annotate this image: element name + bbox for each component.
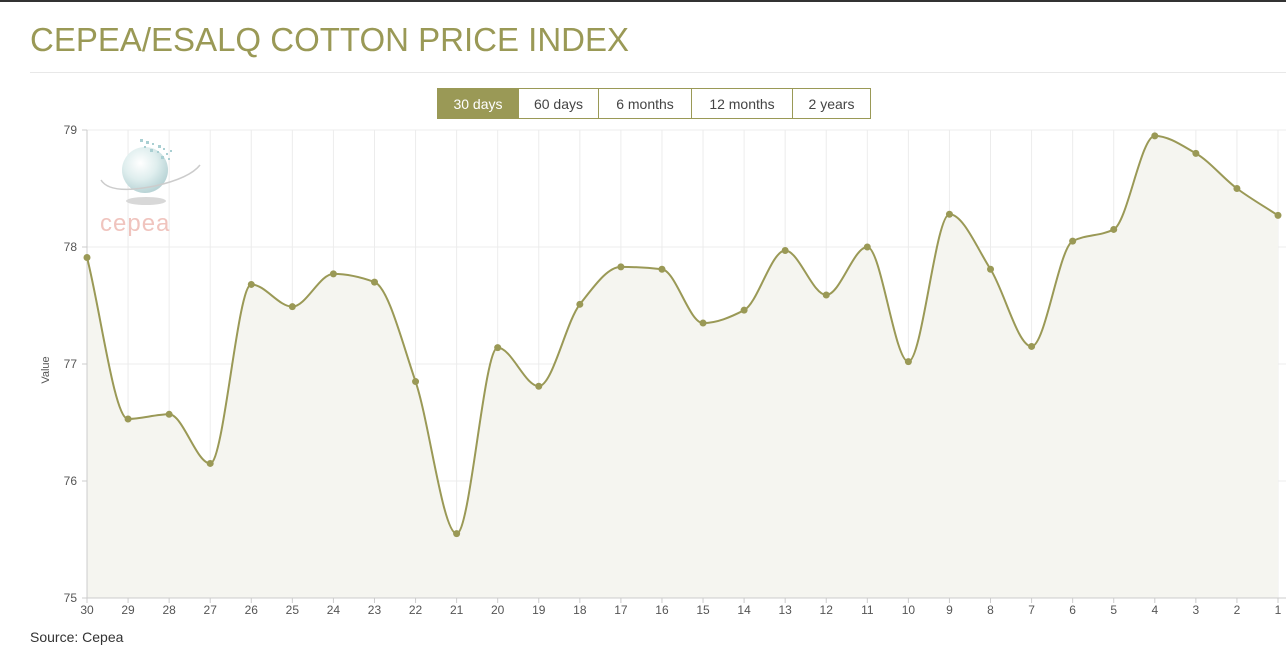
data-point: [987, 265, 995, 273]
data-point: [1233, 185, 1241, 192]
x-tick-label: 18: [573, 603, 587, 617]
y-tick-label: 77: [64, 357, 78, 371]
data-point: [576, 300, 584, 308]
data-point: [904, 358, 912, 366]
data-point: [83, 254, 91, 262]
globe-icon: [122, 147, 168, 193]
logo-orbit-icon: [100, 164, 201, 191]
source-note: Source: Cepea: [30, 629, 124, 645]
data-point: [370, 278, 378, 286]
data-point: [1069, 237, 1077, 245]
data-point: [617, 263, 625, 271]
data-points: [83, 132, 1282, 538]
data-point: [124, 415, 132, 423]
x-tick-label: 12: [820, 603, 834, 617]
price-area-fill: [87, 135, 1278, 598]
x-tick-label: 27: [204, 603, 218, 617]
logo-dots-icon: [140, 139, 172, 160]
data-point: [658, 265, 666, 273]
x-tick-label: 7: [1028, 603, 1035, 617]
title-divider: [30, 72, 1286, 73]
x-tick-label: 16: [655, 603, 669, 617]
data-point: [494, 344, 502, 352]
x-tick-label: 29: [121, 603, 135, 617]
x-tick-label: 10: [902, 603, 916, 617]
x-tick-label: 1: [1275, 603, 1282, 617]
data-point: [781, 247, 789, 255]
x-tick-label: 4: [1151, 603, 1158, 617]
x-tick-label: 3: [1193, 603, 1200, 617]
data-point: [1028, 342, 1036, 350]
x-tick-label: 5: [1110, 603, 1117, 617]
y-tick-label: 79: [64, 123, 78, 137]
data-point: [247, 280, 255, 288]
y-tick-label: 75: [64, 591, 78, 605]
y-axis-tick-labels: 75 76 77 78 79: [64, 123, 87, 605]
data-point: [1151, 132, 1159, 140]
y-tick-label: 78: [64, 240, 78, 254]
data-point: [206, 459, 214, 467]
top-strip: [0, 0, 1286, 2]
data-point: [1274, 211, 1282, 219]
x-tick-label: 26: [245, 603, 259, 617]
x-tick-label: 9: [946, 603, 953, 617]
y-tick-label: 76: [64, 474, 78, 488]
x-tick-label: 22: [409, 603, 423, 617]
x-tick-label: 15: [696, 603, 710, 617]
x-tick-label: 24: [327, 603, 341, 617]
logo-shadow-icon: [126, 197, 166, 205]
x-tick-label: 19: [532, 603, 546, 617]
x-tick-label: 30: [80, 603, 94, 617]
data-point: [453, 530, 461, 538]
data-point: [535, 382, 543, 390]
x-tick-label: 23: [368, 603, 382, 617]
logo-text: cepea: [100, 210, 170, 237]
x-tick-label: 21: [450, 603, 464, 617]
x-tick-label: 6: [1069, 603, 1076, 617]
page-title: CEPEA/ESALQ COTTON PRICE INDEX: [30, 21, 630, 58]
x-tick-label: 25: [286, 603, 300, 617]
x-tick-label: 17: [614, 603, 628, 617]
data-point: [699, 319, 707, 327]
data-point: [329, 270, 337, 278]
data-point: [288, 303, 296, 311]
range-selector: 30 days 60 days 6 months 12 months 2 yea…: [437, 88, 871, 119]
range-6-months-button[interactable]: 6 months: [599, 88, 692, 119]
x-tick-label: 20: [491, 603, 505, 617]
data-point: [740, 306, 748, 314]
data-point: [412, 378, 420, 386]
range-12-months-button[interactable]: 12 months: [692, 88, 793, 119]
y-axis-label: Value: [40, 356, 52, 383]
x-tick-label: 11: [861, 603, 874, 617]
data-point: [863, 243, 871, 251]
x-tick-label: 28: [162, 603, 176, 617]
x-tick-label: 14: [737, 603, 751, 617]
x-tick-label: 8: [987, 603, 994, 617]
data-point: [945, 210, 953, 218]
data-point: [165, 410, 173, 418]
x-tick-label: 2: [1234, 603, 1241, 617]
range-2-years-button[interactable]: 2 years: [793, 88, 871, 119]
x-tick-label: 13: [778, 603, 792, 617]
data-point: [1110, 225, 1118, 233]
cepea-logo: cepea: [100, 139, 201, 237]
data-point: [1192, 149, 1200, 157]
x-axis-tick-labels: 30 29 28 27 26 25 24 23 22 21 20 19 18 17 16 15 14 13 12 11…: [80, 598, 1282, 617]
range-60-days-button[interactable]: 60 days: [519, 88, 599, 119]
data-point: [822, 291, 830, 299]
range-30-days-button[interactable]: 30 days: [437, 88, 519, 119]
